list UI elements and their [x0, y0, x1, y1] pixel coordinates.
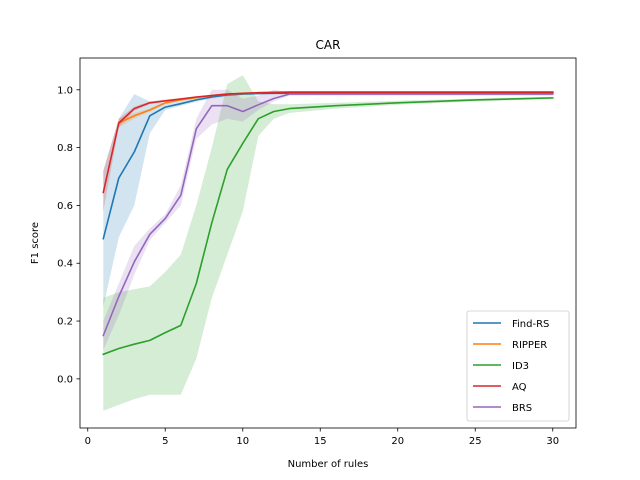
- legend-label-brs: BRS: [512, 403, 532, 414]
- x-tick-label: 30: [546, 436, 559, 447]
- series-lines: [102, 91, 554, 356]
- legend-label-ripper: RIPPER: [512, 340, 547, 351]
- legend-box: [466, 310, 570, 422]
- x-tick-label: 20: [391, 436, 404, 447]
- chart-title: CAR: [316, 38, 341, 52]
- x-tick-label: 5: [162, 436, 168, 447]
- band-find-rs: [103, 92, 553, 307]
- line-aq: [102, 91, 554, 194]
- legend-label-aq: AQ: [512, 382, 527, 393]
- legend: Find-RS RIPPER ID3 AQ BRS: [466, 310, 570, 422]
- y-tick-label: 0.0: [57, 374, 73, 385]
- legend-label-find-rs: Find-RS: [512, 319, 549, 330]
- line-id3: [102, 97, 554, 356]
- x-axis-label: Number of rules: [288, 459, 369, 470]
- line-brs: [102, 93, 554, 337]
- x-tick-label: 10: [236, 436, 249, 447]
- x-tick-label: 0: [85, 436, 91, 447]
- y-tick-label: 0.4: [57, 259, 73, 270]
- y-tick-label: 0.2: [57, 317, 73, 328]
- y-axis-ticks: 0.0 0.2 0.4 0.6 0.8 1.0: [57, 85, 80, 385]
- y-tick-label: 0.6: [57, 201, 73, 212]
- legend-label-id3: ID3: [512, 361, 529, 372]
- y-tick-label: 0.8: [57, 143, 73, 154]
- plot-frame: [79, 57, 577, 429]
- y-axis-label: F1 score: [30, 222, 41, 264]
- band-id3: [103, 75, 553, 411]
- x-tick-label: 25: [469, 436, 482, 447]
- x-axis-ticks: 0 5 10 15 20 25 30: [85, 428, 559, 447]
- y-tick-label: 1.0: [57, 85, 73, 96]
- x-tick-label: 15: [314, 436, 327, 447]
